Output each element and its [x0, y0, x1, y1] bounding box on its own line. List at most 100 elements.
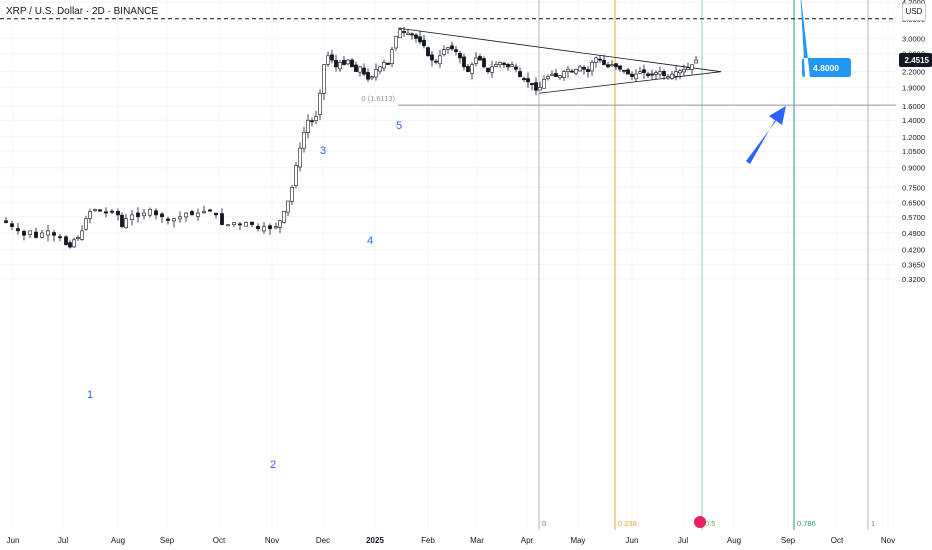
- time-tick-label: Jul: [678, 536, 688, 545]
- candle-body: [642, 69, 646, 73]
- price-tick-label: 0.3650: [902, 261, 925, 270]
- time-tick-label: Jun: [626, 536, 639, 545]
- time-tick-label: Jul: [58, 536, 68, 545]
- candle-body: [294, 165, 298, 186]
- candle-body: [558, 75, 562, 79]
- time-axis: Jun Jul Aug Sep Oct Nov Dec 2025 Feb Mar Apr May Jun…: [7, 516, 895, 545]
- time-tick-label: May: [570, 536, 585, 545]
- time-fib-label: 0: [542, 519, 546, 528]
- price-axis-bg: [896, 0, 932, 550]
- candle-body: [390, 49, 394, 64]
- candle-body: [4, 220, 8, 223]
- time-tick-label: Dec: [316, 536, 330, 545]
- time-tick-label: Oct: [213, 536, 226, 545]
- candle-body: [406, 32, 410, 35]
- candle-body: [402, 31, 406, 33]
- candle-body: [462, 56, 466, 68]
- candle-body: [282, 210, 286, 223]
- price-tick-label: 1.2000: [902, 133, 925, 142]
- candle-body: [238, 223, 242, 226]
- candle-body: [88, 210, 92, 219]
- candle-body: [378, 66, 382, 72]
- candle-body: [686, 67, 690, 71]
- candle-body: [398, 29, 402, 39]
- candle-body: [262, 226, 266, 232]
- candle-body: [602, 59, 606, 65]
- time-tick-label: Mar: [470, 536, 484, 545]
- price-axis: 7.00006.00005.00004.20003.60003.00002.60…: [896, 0, 932, 550]
- candle-body: [226, 224, 230, 227]
- candle-body: [506, 63, 510, 68]
- candle-body: [418, 36, 422, 43]
- target-arrow: [746, 106, 786, 164]
- candle-body: [136, 212, 140, 218]
- wave-label: 1: [87, 389, 93, 401]
- candle-body: [46, 230, 50, 236]
- time-fib-label: 1: [871, 519, 875, 528]
- candle-body: [322, 64, 326, 94]
- candle-body: [58, 236, 62, 239]
- candle-body: [202, 210, 206, 213]
- candle-body: [454, 49, 458, 52]
- candle-body: [650, 73, 654, 76]
- candle-body: [470, 64, 474, 74]
- candle-body: [410, 33, 414, 36]
- candle-body: [16, 228, 20, 232]
- fib-level-label: 0 (1.6113): [361, 94, 395, 103]
- arrow-shape: [746, 106, 786, 164]
- wave-label: 4: [367, 235, 373, 247]
- candle-body: [314, 116, 318, 121]
- time-tick-label: Nov: [881, 536, 895, 545]
- time-tick-label: Feb: [421, 536, 435, 545]
- wave-label: 2: [270, 459, 276, 471]
- candle-body: [582, 66, 586, 70]
- candle-body: [40, 232, 44, 238]
- candle-body: [178, 216, 182, 220]
- target-bubble: [800, 0, 851, 77]
- candle-body: [550, 73, 554, 76]
- candle-body: [586, 69, 590, 72]
- candle-body: [598, 58, 602, 61]
- price-tick-label: 0.5700: [902, 213, 925, 222]
- candle-body: [542, 78, 546, 89]
- candle-body: [68, 242, 72, 248]
- candle-body: [310, 120, 314, 123]
- candle-body: [330, 54, 334, 61]
- currency-unit-button[interactable]: USD: [902, 3, 926, 21]
- candle-body: [622, 69, 626, 72]
- candle-body: [338, 62, 342, 70]
- candle-body: [358, 66, 362, 73]
- candle-body: [638, 71, 642, 74]
- candle-body: [120, 214, 124, 227]
- candle-body: [618, 65, 622, 70]
- candle-body: [184, 212, 188, 218]
- candle-body: [166, 218, 170, 221]
- candle-body: [662, 70, 666, 76]
- candle-body: [366, 72, 370, 80]
- candle-body: [93, 209, 97, 212]
- time-tick-label: Oct: [831, 536, 844, 545]
- price-tick-label: 1.6000: [902, 102, 925, 111]
- candle-body: [434, 60, 438, 63]
- candle-body: [578, 66, 582, 72]
- target-callout: 4.8000: [800, 0, 851, 77]
- price-tick-label: 0.6500: [902, 199, 925, 208]
- candle-body: [430, 54, 434, 61]
- chart-grid: [0, 0, 896, 530]
- candle-body: [374, 68, 378, 78]
- candle-body: [208, 209, 212, 212]
- candle-body: [554, 73, 558, 77]
- candle-body: [522, 78, 526, 80]
- candle-body: [694, 59, 698, 64]
- candle-body: [570, 70, 574, 73]
- time-tick-label: Jun: [7, 536, 20, 545]
- candle-body: [630, 73, 634, 77]
- triangle-trendlines: [397, 27, 722, 94]
- candle-body: [220, 213, 224, 225]
- candle-body: [634, 73, 638, 80]
- candle-body: [478, 56, 482, 61]
- price-tick-label: 1.0500: [902, 147, 925, 156]
- candle-body: [450, 45, 454, 50]
- candle-body: [98, 209, 102, 212]
